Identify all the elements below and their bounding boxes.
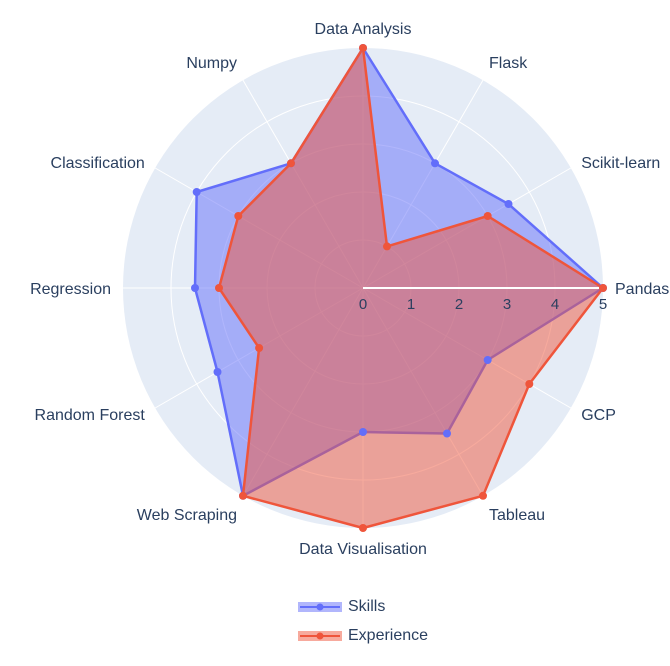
data-point-skills (431, 159, 439, 168)
data-point-experience (359, 44, 367, 52)
axis-label-flask: Flask (489, 55, 528, 72)
legend-swatch-experience (298, 630, 342, 641)
data-point-experience (599, 284, 607, 292)
data-point-skills (483, 356, 492, 364)
axis-label-regression: Regression (30, 281, 111, 298)
data-point-skills (191, 284, 199, 292)
radial-tick-label: 3 (503, 296, 511, 313)
data-point-experience (525, 380, 534, 388)
data-point-skills (192, 188, 201, 196)
legend-swatch-skills (298, 601, 342, 612)
legend: Skills Experience (298, 592, 428, 650)
legend-label-skills: Skills (348, 597, 386, 615)
radial-tick-label: 4 (551, 296, 559, 313)
data-point-skills (359, 428, 367, 436)
axis-label-random-forest: Random Forest (35, 407, 146, 424)
legend-label-experience: Experience (348, 626, 429, 644)
data-point-skills (213, 368, 222, 376)
radial-tick-label: 1 (407, 296, 415, 313)
data-point-experience (479, 491, 487, 500)
data-point-skills (443, 429, 451, 438)
data-point-experience (287, 159, 295, 168)
axis-label-web-scraping: Web Scraping (137, 507, 237, 524)
data-point-skills (504, 200, 513, 208)
axis-label-data-analysis: Data Analysis (315, 21, 412, 38)
data-point-experience (383, 242, 391, 251)
axis-label-numpy: Numpy (186, 55, 237, 72)
legend-item-experience[interactable]: Experience (298, 621, 428, 650)
axis-label-pandas: Pandas (615, 281, 669, 298)
axis-label-gcp: GCP (581, 407, 616, 424)
radar-chart: 0 1 2 3 4 5 Pandas Scikit-learn Flask Data Analys… (30, 21, 669, 558)
legend-item-skills[interactable]: Skills (298, 592, 428, 621)
data-point-experience (483, 212, 492, 220)
data-point-experience (239, 491, 247, 500)
data-point-experience (359, 524, 367, 532)
axis-label-classification: Classification (51, 155, 145, 172)
data-point-experience (234, 212, 243, 220)
data-point-experience (255, 344, 264, 352)
axis-label-scikit-learn: Scikit-learn (581, 155, 660, 172)
data-point-experience (215, 284, 223, 292)
axis-label-data-visualisation: Data Visualisation (299, 541, 427, 558)
radial-tick-label: 0 (359, 296, 367, 313)
radial-tick-label: 2 (455, 296, 463, 313)
radial-tick-label: 5 (599, 296, 607, 313)
axis-label-tableau: Tableau (489, 507, 545, 524)
